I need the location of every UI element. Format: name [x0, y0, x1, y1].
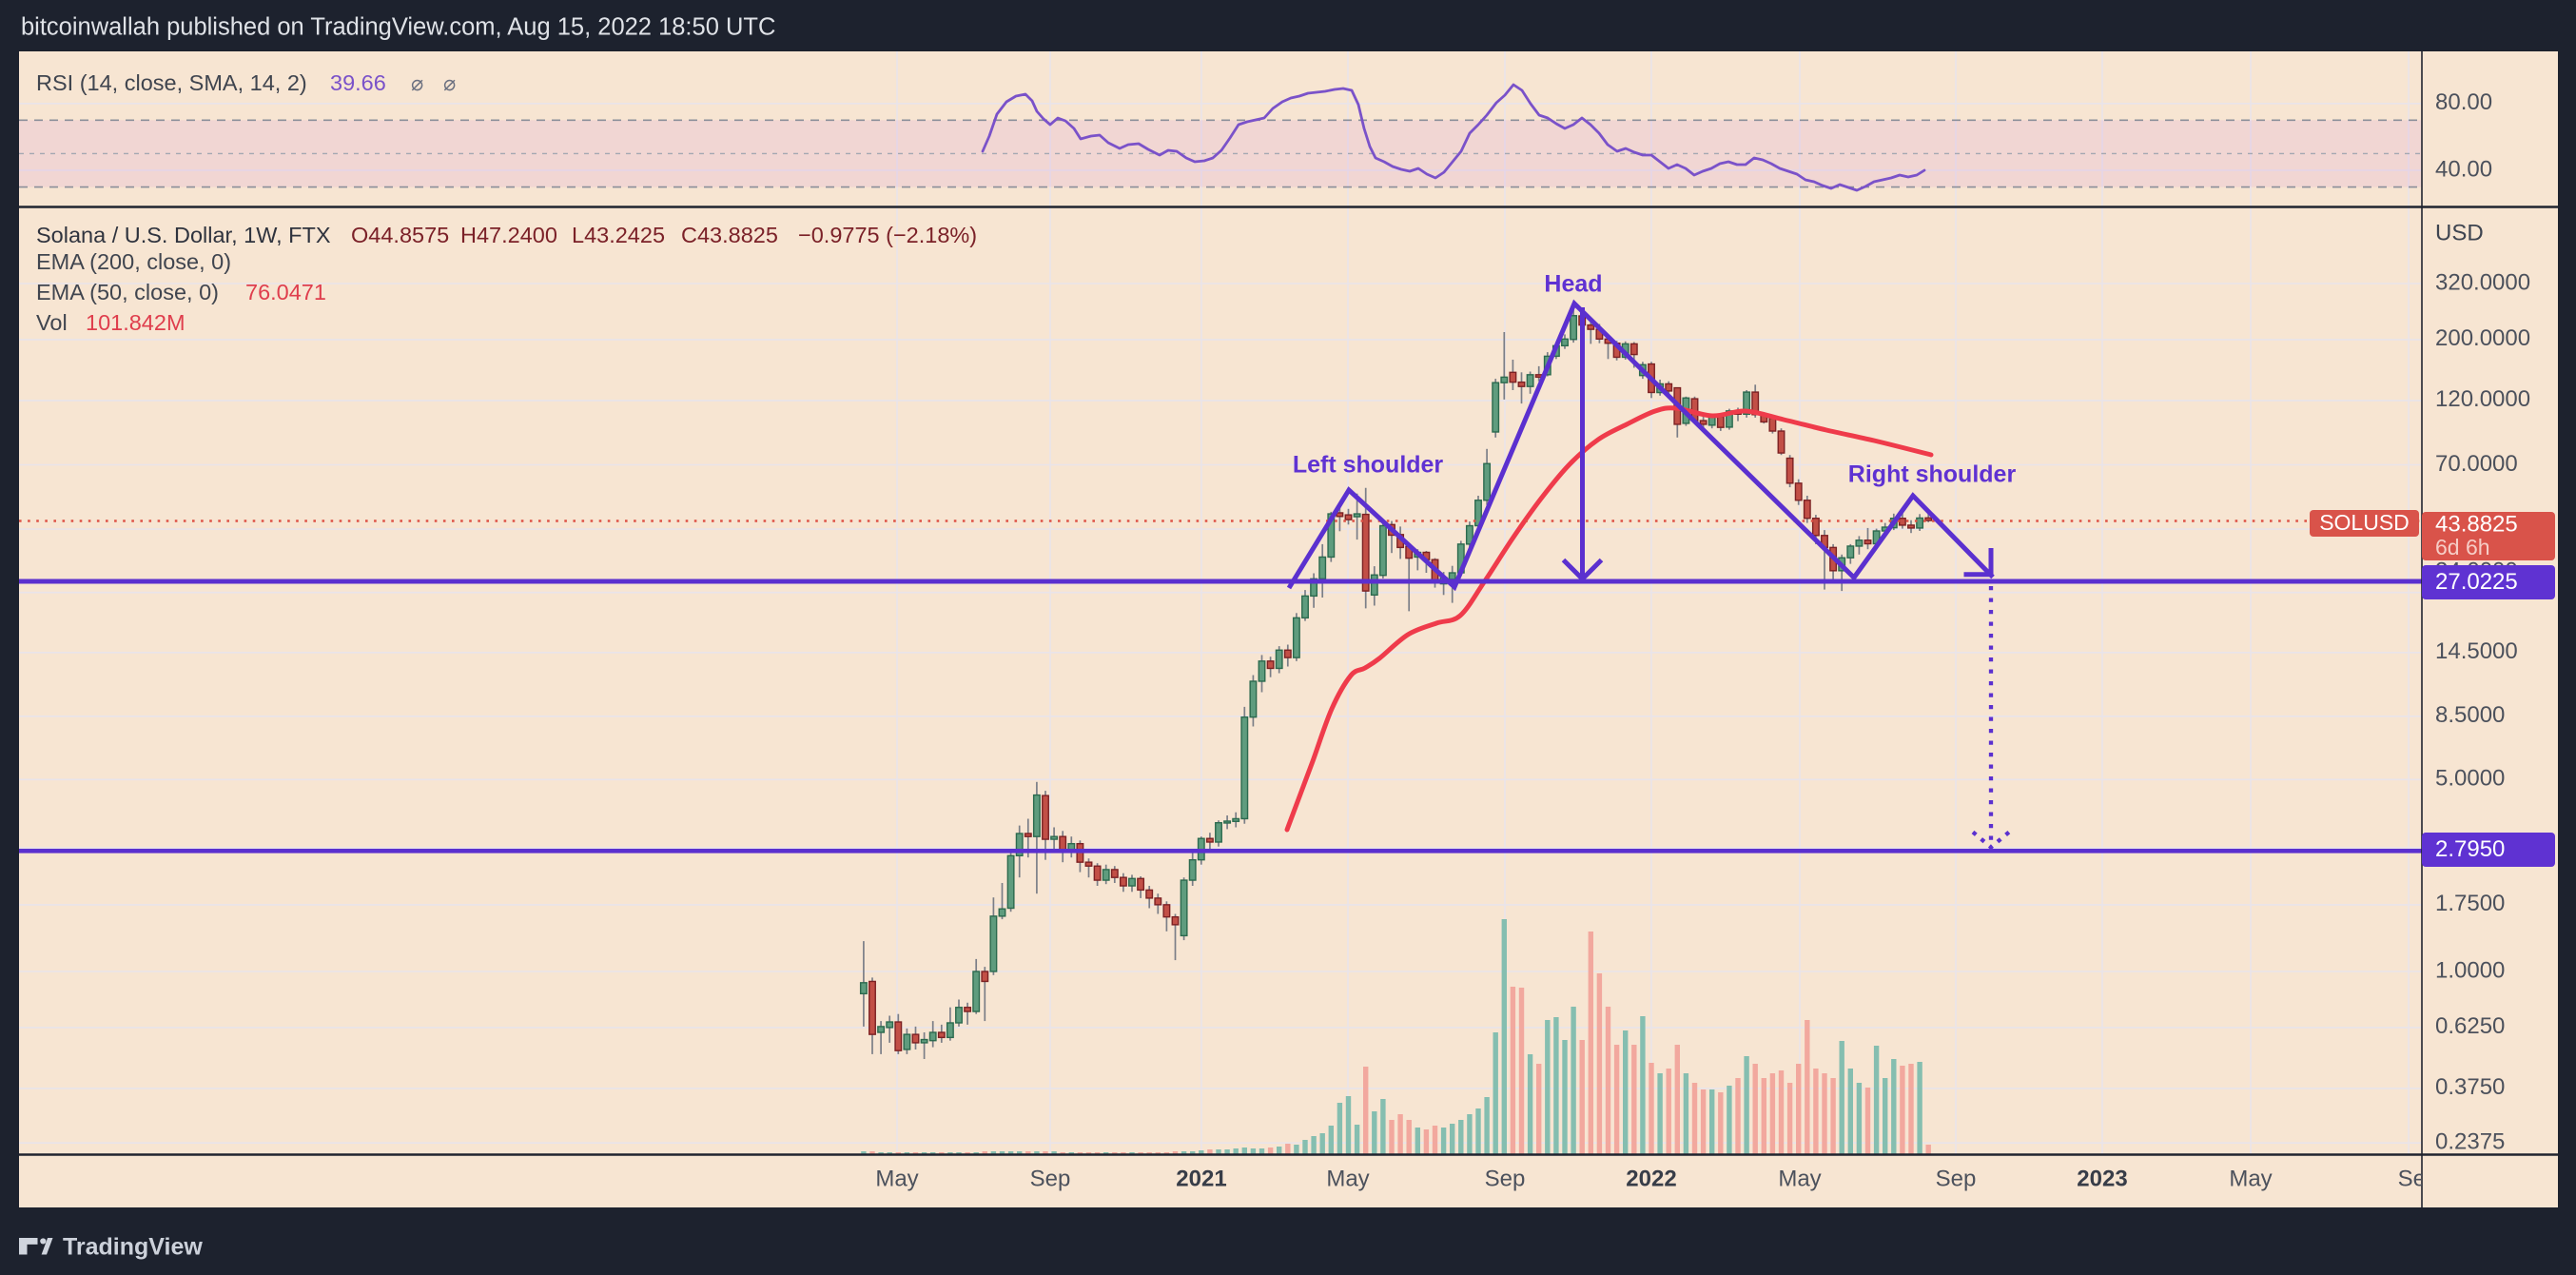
svg-text:EMA (50, close, 0): EMA (50, close, 0): [36, 280, 219, 304]
svg-text:Sep: Sep: [2398, 1166, 2439, 1191]
svg-text:320.0000: 320.0000: [2435, 269, 2530, 295]
svg-text:H47.2400: H47.2400: [460, 223, 557, 247]
svg-text:Sep: Sep: [1936, 1166, 1977, 1191]
svg-text:Vol: Vol: [36, 310, 68, 335]
svg-text:May: May: [875, 1166, 918, 1191]
svg-text:May: May: [2229, 1166, 2272, 1191]
svg-text:80.00: 80.00: [2435, 89, 2492, 115]
svg-text:39.66: 39.66: [330, 70, 386, 95]
svg-text:−0.9775 (−2.18%): −0.9775 (−2.18%): [798, 223, 977, 247]
svg-text:SOLUSD: SOLUSD: [2319, 510, 2410, 535]
svg-text:bitcoinwallah published on Tra: bitcoinwallah published on TradingView.c…: [21, 14, 775, 41]
svg-text:⌀: ⌀: [411, 71, 423, 95]
svg-text:2023: 2023: [2077, 1166, 2127, 1191]
svg-text:TradingView: TradingView: [63, 1234, 203, 1261]
svg-text:2021: 2021: [1176, 1166, 1226, 1191]
svg-text:120.0000: 120.0000: [2435, 386, 2530, 412]
svg-text:Sep: Sep: [1030, 1166, 1071, 1191]
svg-text:L43.2425: L43.2425: [572, 223, 665, 247]
svg-text:0.2375: 0.2375: [2435, 1129, 2505, 1155]
svg-text:1.0000: 1.0000: [2435, 957, 2505, 983]
svg-text:0.6250: 0.6250: [2435, 1013, 2505, 1039]
svg-text:USD: USD: [2435, 220, 2484, 245]
svg-text:6d 6h: 6d 6h: [2435, 535, 2490, 559]
svg-text:Right shoulder: Right shoulder: [1848, 461, 2017, 488]
svg-text:2.7950: 2.7950: [2435, 836, 2505, 862]
svg-text:0.3750: 0.3750: [2435, 1074, 2505, 1100]
svg-text:2022: 2022: [1626, 1166, 1676, 1191]
svg-text:14.5000: 14.5000: [2435, 638, 2518, 664]
svg-text:Solana / U.S. Dollar, 1W, FTX: Solana / U.S. Dollar, 1W, FTX: [36, 223, 331, 247]
svg-text:C43.8825: C43.8825: [681, 223, 778, 247]
svg-text:76.0471: 76.0471: [245, 280, 326, 304]
svg-text:Sep: Sep: [1485, 1166, 1526, 1191]
svg-text:70.0000: 70.0000: [2435, 451, 2518, 477]
svg-text:101.842M: 101.842M: [86, 310, 185, 335]
svg-text:43.8825: 43.8825: [2435, 511, 2518, 537]
svg-text:27.0225: 27.0225: [2435, 569, 2518, 595]
svg-text:⌀: ⌀: [443, 71, 456, 95]
svg-text:Left shoulder: Left shoulder: [1293, 452, 1444, 479]
svg-text:5.0000: 5.0000: [2435, 766, 2505, 792]
svg-text:40.00: 40.00: [2435, 156, 2492, 182]
svg-text:8.5000: 8.5000: [2435, 702, 2505, 728]
svg-text:May: May: [1778, 1166, 1821, 1191]
svg-text:RSI (14, close, SMA, 14, 2): RSI (14, close, SMA, 14, 2): [36, 70, 307, 95]
svg-text:1.7500: 1.7500: [2435, 891, 2505, 916]
svg-text:200.0000: 200.0000: [2435, 325, 2530, 351]
svg-text:O44.8575: O44.8575: [351, 223, 449, 247]
svg-text:Head: Head: [1544, 271, 1602, 298]
svg-text:EMA (200, close, 0): EMA (200, close, 0): [36, 249, 231, 274]
svg-text:May: May: [1326, 1166, 1369, 1191]
